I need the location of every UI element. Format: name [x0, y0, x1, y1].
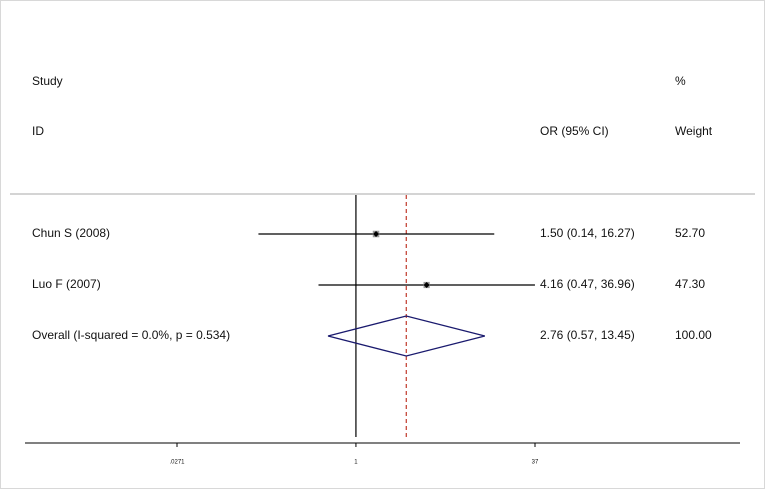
point-estimate: [423, 282, 430, 288]
weight-label: 47.30: [675, 277, 705, 291]
study-label: Overall (I-squared = 0.0%, p = 0.534): [32, 328, 230, 342]
ci-label: 1.50 (0.14, 16.27): [540, 226, 635, 240]
x-tick-label: 1: [354, 460, 358, 466]
header-weight: Weight: [675, 124, 713, 138]
header-pct: %: [675, 74, 686, 88]
header-id: ID: [32, 124, 44, 138]
point-estimate: [373, 231, 380, 237]
ci-label: 4.16 (0.47, 36.96): [540, 277, 635, 291]
weight-label: 52.70: [675, 226, 705, 240]
study-label: Luo F (2007): [32, 277, 101, 291]
weight-label: 100.00: [675, 328, 712, 342]
x-tick-label: 37: [532, 460, 539, 466]
study-label: Chun S (2008): [32, 226, 110, 240]
overall-diamond: [327, 315, 485, 357]
x-tick-label: .0271: [169, 460, 185, 466]
ci-label: 2.76 (0.57, 13.45): [540, 328, 635, 342]
header-ci: OR (95% CI): [540, 124, 609, 138]
header-study: Study: [32, 74, 63, 88]
